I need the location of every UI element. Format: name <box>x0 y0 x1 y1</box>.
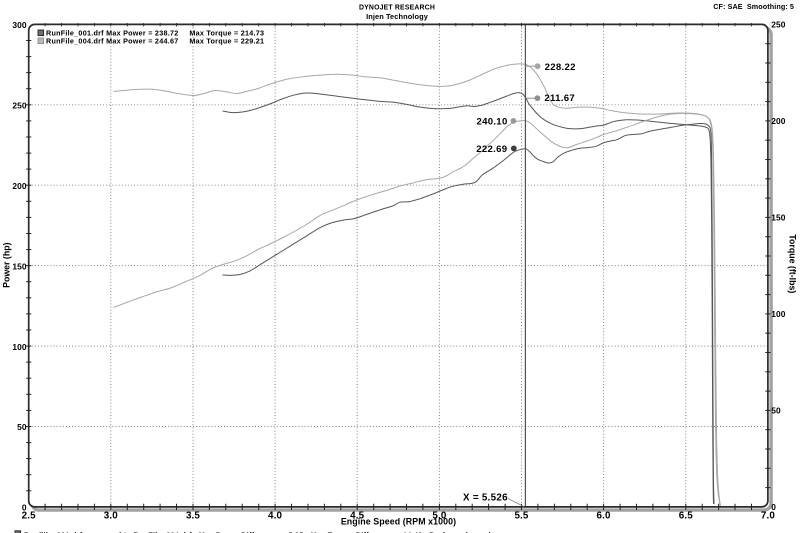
svg-text:300: 300 <box>12 20 27 30</box>
svg-text:CF: SAE Smoothing: 5: CF: SAE Smoothing: 5 <box>713 2 794 11</box>
svg-text:240.10: 240.10 <box>476 117 507 128</box>
svg-text:RunFile_004.drf Max Power = 24: RunFile_004.drf Max Power = 244.67 <box>46 36 178 45</box>
svg-text:150: 150 <box>771 212 786 222</box>
svg-text:0: 0 <box>771 502 776 512</box>
svg-text:4.5: 4.5 <box>350 510 364 521</box>
svg-text:6.5: 6.5 <box>679 510 693 521</box>
svg-text:Torque (ft-lbs): Torque (ft-lbs) <box>788 234 798 293</box>
svg-text:2.5: 2.5 <box>22 510 36 521</box>
svg-text:Injen Technology: Injen Technology <box>366 12 429 21</box>
svg-text:3.0: 3.0 <box>104 510 118 521</box>
svg-text:6.0: 6.0 <box>597 510 611 521</box>
svg-text:4.0: 4.0 <box>268 510 282 521</box>
svg-text:0: 0 <box>22 503 27 513</box>
svg-text:5.0: 5.0 <box>432 510 446 521</box>
svg-text:RunFile_001.drf Max Power = 23: RunFile_001.drf Max Power = 238.72 <box>46 28 178 37</box>
svg-text:250: 250 <box>771 19 786 29</box>
svg-text:Engine Speed (RPM x1000): Engine Speed (RPM x1000) <box>341 517 456 527</box>
svg-text:100: 100 <box>771 309 786 319</box>
svg-text:Max Torque = 229.21: Max Torque = 229.21 <box>189 36 264 45</box>
svg-text:50: 50 <box>771 405 781 415</box>
svg-text:222.69: 222.69 <box>476 144 507 155</box>
svg-text:200: 200 <box>12 181 27 191</box>
svg-text:5.5: 5.5 <box>514 510 528 521</box>
svg-text:211.67: 211.67 <box>544 93 575 104</box>
svg-text:250: 250 <box>12 101 27 111</box>
svg-text:228.22: 228.22 <box>545 62 576 73</box>
svg-text:100: 100 <box>12 342 27 352</box>
svg-text:DYNOJET RESEARCH: DYNOJET RESEARCH <box>359 5 435 12</box>
svg-text:Max Torque = 214.73: Max Torque = 214.73 <box>189 28 264 37</box>
svg-text:Power (hp): Power (hp) <box>1 242 11 288</box>
svg-text:RunFile_001.drf compared to Ru: RunFile_001.drf compared to RunFile_004.… <box>24 530 507 533</box>
svg-text:3.5: 3.5 <box>186 510 200 521</box>
svg-text:7.0: 7.0 <box>761 510 775 521</box>
svg-text:150: 150 <box>12 261 27 271</box>
svg-text:50: 50 <box>17 422 27 432</box>
svg-text:X = 5.526: X = 5.526 <box>463 493 508 504</box>
svg-text:200: 200 <box>771 116 786 126</box>
